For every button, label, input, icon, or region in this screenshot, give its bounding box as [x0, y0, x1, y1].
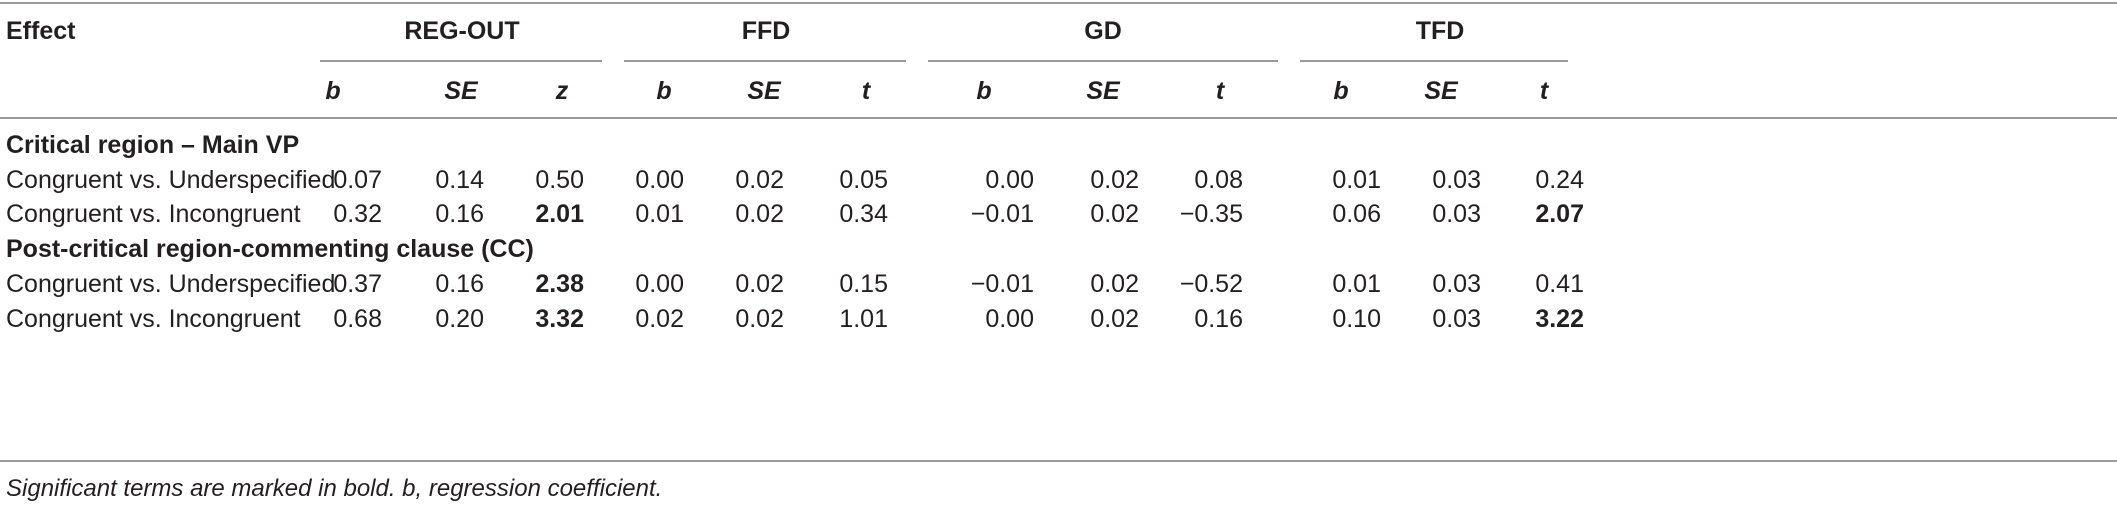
table-cell: 0.37 — [333, 270, 382, 298]
footnote: Significant terms are marked in bold. b,… — [6, 475, 663, 502]
group-header-reg-out: REG-OUT — [404, 17, 520, 45]
table-cell: 0.02 — [735, 305, 784, 333]
group-header-ffd: FFD — [741, 17, 791, 45]
table-cell: −0.52 — [1179, 270, 1243, 298]
table-cell: 0.20 — [435, 305, 484, 333]
table-cell: 0.03 — [1432, 305, 1481, 333]
group-rule — [624, 60, 906, 62]
table-cell: 0.24 — [1535, 166, 1584, 194]
group-rule — [320, 60, 602, 62]
table-cell: 0.03 — [1432, 200, 1481, 228]
table-cell: −0.35 — [1179, 200, 1243, 228]
row-label: Congruent vs. Incongruent — [6, 200, 301, 228]
table-cell: 0.34 — [839, 200, 888, 228]
table-cell: 0.50 — [535, 166, 584, 194]
table-cell: 0.02 — [635, 305, 684, 333]
table-cell: 0.02 — [1090, 270, 1139, 298]
table-cell: 0.02 — [735, 166, 784, 194]
header-bottom-rule — [0, 117, 2117, 119]
sub-header: SE — [1086, 77, 1120, 105]
table-cell: 3.32 — [535, 305, 584, 333]
table-cell: 0.01 — [635, 200, 684, 228]
table-cell: 0.00 — [635, 166, 684, 194]
table-cell: 3.22 — [1535, 305, 1584, 333]
section-title: Post-critical region-commenting clause (… — [6, 235, 534, 263]
sub-header: SE — [1424, 77, 1458, 105]
table-cell: 0.02 — [1090, 166, 1139, 194]
table-cell: 0.00 — [985, 305, 1034, 333]
group-header-gd: GD — [1084, 17, 1122, 45]
table-cell: 0.02 — [1090, 305, 1139, 333]
table-cell: 0.05 — [839, 166, 888, 194]
table-cell: 0.32 — [333, 200, 382, 228]
table-cell: 0.03 — [1432, 166, 1481, 194]
table-cell: 0.14 — [435, 166, 484, 194]
table-cell: 0.68 — [333, 305, 382, 333]
table-cell: −0.01 — [970, 270, 1034, 298]
table-cell: 0.02 — [735, 270, 784, 298]
row-label: Congruent vs. Incongruent — [6, 305, 301, 333]
row-label: Congruent vs. Underspecified — [6, 166, 336, 194]
table-cell: 0.02 — [1090, 200, 1139, 228]
group-rule — [928, 60, 1278, 62]
table-cell: 0.10 — [1332, 305, 1381, 333]
table-cell: 0.16 — [1194, 305, 1243, 333]
table-cell: 0.01 — [1332, 270, 1381, 298]
table-cell: 0.00 — [985, 166, 1034, 194]
table-top-rule — [0, 2, 2117, 4]
table-bottom-rule — [0, 460, 2117, 462]
sub-header: b — [656, 77, 672, 105]
table-cell: 0.16 — [435, 200, 484, 228]
sub-header: t — [1215, 77, 1225, 105]
section-title: Critical region – Main VP — [6, 131, 300, 159]
table-cell: 0.01 — [1332, 166, 1381, 194]
effect-header: Effect — [6, 17, 76, 45]
sub-header: b — [325, 77, 341, 105]
sub-header: b — [1333, 77, 1349, 105]
table-cell: 0.02 — [735, 200, 784, 228]
table-cell: −0.01 — [970, 200, 1034, 228]
table-cell: 0.41 — [1535, 270, 1584, 298]
table-cell: 1.01 — [839, 305, 888, 333]
sub-header: t — [861, 77, 871, 105]
table-cell: 0.08 — [1194, 166, 1243, 194]
table-cell: 2.01 — [535, 200, 584, 228]
sub-header: b — [976, 77, 992, 105]
table-cell: 0.00 — [635, 270, 684, 298]
row-label: Congruent vs. Underspecified — [6, 270, 336, 298]
table-cell: 0.06 — [1332, 200, 1381, 228]
table-cell: 2.38 — [535, 270, 584, 298]
table-cell: 0.07 — [333, 166, 382, 194]
sub-header: z — [555, 77, 569, 105]
table-cell: 0.16 — [435, 270, 484, 298]
sub-header: t — [1539, 77, 1549, 105]
table-cell: 0.15 — [839, 270, 888, 298]
group-rule — [1300, 60, 1568, 62]
sub-header: SE — [747, 77, 781, 105]
table-cell: 2.07 — [1535, 200, 1584, 228]
table-cell: 0.03 — [1432, 270, 1481, 298]
sub-header: SE — [444, 77, 478, 105]
group-header-tfd: TFD — [1415, 17, 1465, 45]
